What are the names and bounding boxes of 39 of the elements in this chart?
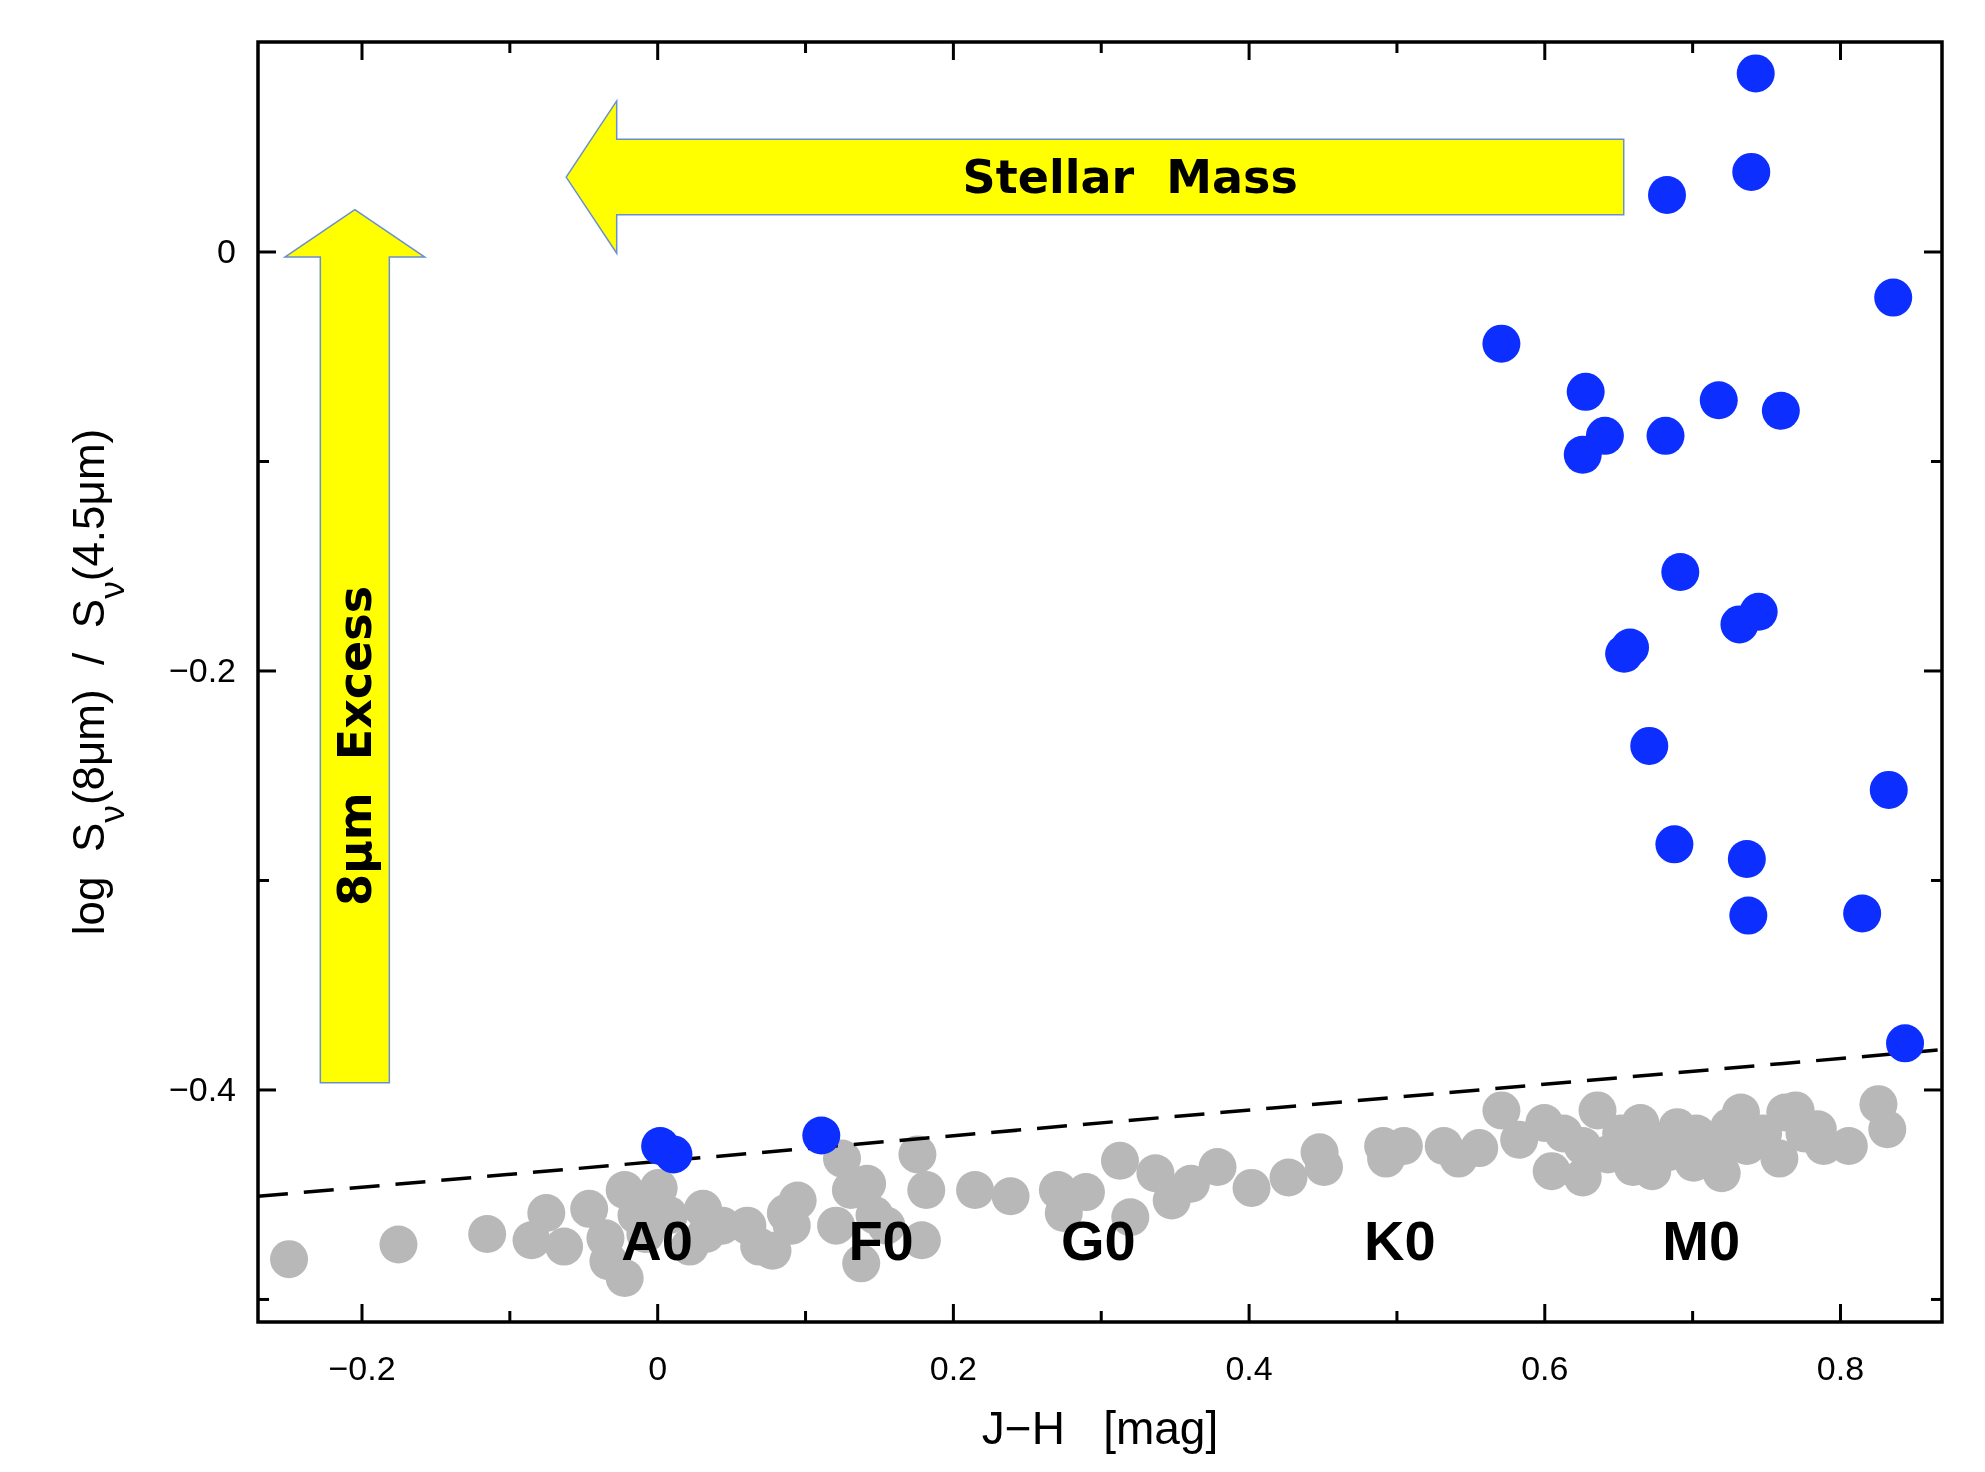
annotation: K0 bbox=[1363, 1208, 1436, 1272]
annotation: M0 bbox=[1662, 1208, 1741, 1272]
point bbox=[1563, 435, 1602, 474]
x-tick-label: 0.6 bbox=[1521, 1349, 1569, 1388]
annotation: Stellar Mass bbox=[962, 150, 1298, 205]
point bbox=[1886, 1024, 1925, 1063]
point bbox=[1732, 152, 1771, 191]
point bbox=[1720, 605, 1759, 644]
point bbox=[1648, 175, 1686, 214]
x-tick-label: −0.2 bbox=[328, 1349, 396, 1388]
annotation: G0 bbox=[1060, 1208, 1136, 1272]
point bbox=[654, 1135, 693, 1174]
x-tick-label: 0 bbox=[648, 1349, 668, 1388]
x-tick-label: 0.8 bbox=[1816, 1349, 1865, 1388]
annotation: F0 bbox=[848, 1208, 914, 1272]
annotation: 8μm Excess bbox=[327, 585, 382, 907]
y-tick-label: −0.2 bbox=[168, 650, 236, 689]
point bbox=[1482, 324, 1521, 363]
point bbox=[1729, 896, 1768, 935]
point bbox=[1630, 726, 1669, 765]
point bbox=[1566, 372, 1605, 411]
point bbox=[1869, 770, 1908, 809]
point bbox=[1761, 391, 1800, 430]
point bbox=[1661, 553, 1700, 591]
point bbox=[1736, 54, 1775, 93]
x-tick-label: 0.2 bbox=[929, 1349, 978, 1388]
annotation: A0 bbox=[621, 1208, 693, 1272]
point bbox=[1699, 381, 1738, 420]
x-axis-title: J−H [mag] bbox=[981, 1402, 1219, 1454]
y-tick-label: −0.4 bbox=[168, 1069, 236, 1108]
point bbox=[1655, 825, 1694, 864]
point bbox=[1605, 634, 1644, 673]
point bbox=[1646, 416, 1685, 455]
point bbox=[802, 1116, 841, 1155]
point bbox=[1843, 894, 1882, 933]
point bbox=[1874, 278, 1913, 317]
point bbox=[1727, 840, 1766, 878]
y-tick-label: 0 bbox=[217, 231, 236, 270]
x-tick-label: 0.4 bbox=[1225, 1349, 1273, 1388]
